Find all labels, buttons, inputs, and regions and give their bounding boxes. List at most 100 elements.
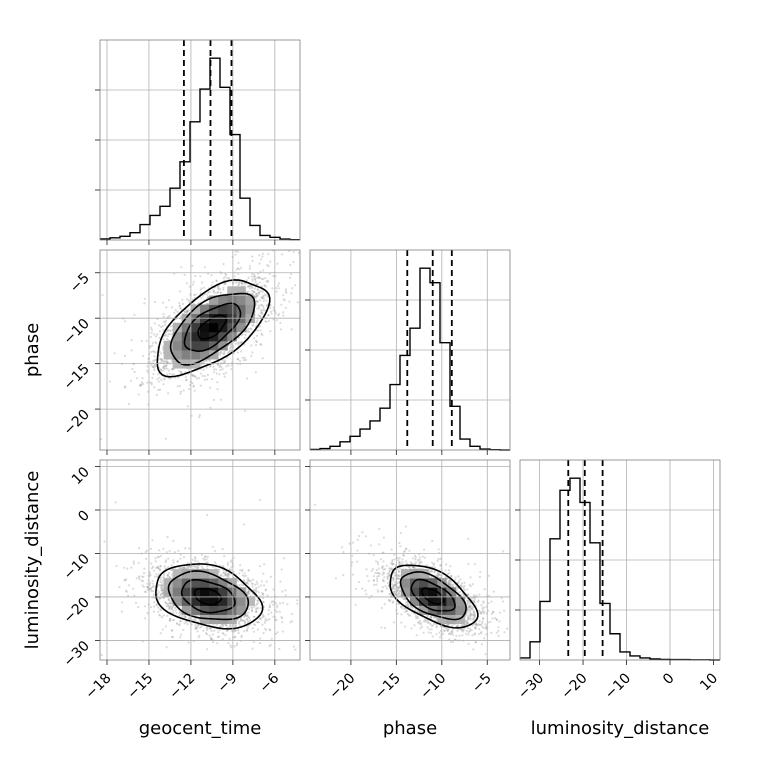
sample-point bbox=[262, 631, 265, 635]
sample-point bbox=[171, 619, 174, 622]
sample-point bbox=[167, 369, 171, 372]
sample-point bbox=[255, 620, 258, 624]
sample-point bbox=[209, 364, 212, 367]
sample-point bbox=[264, 320, 267, 323]
sample-point bbox=[240, 350, 243, 353]
sample-point bbox=[124, 320, 127, 323]
sample-point bbox=[246, 577, 250, 580]
sample-point bbox=[258, 276, 261, 279]
sample-point bbox=[158, 567, 161, 570]
sample-point bbox=[296, 599, 299, 602]
sample-point bbox=[276, 606, 279, 609]
sample-point bbox=[237, 283, 240, 286]
sample-point bbox=[179, 557, 182, 560]
sample-point bbox=[179, 307, 182, 310]
sample-point bbox=[212, 289, 215, 292]
sample-point bbox=[221, 623, 224, 626]
sample-point bbox=[188, 617, 191, 620]
sample-point bbox=[227, 641, 230, 645]
sample-point bbox=[195, 627, 198, 630]
density-cell bbox=[218, 331, 228, 342]
sample-point bbox=[188, 565, 191, 568]
sample-point bbox=[179, 315, 183, 318]
sample-point bbox=[280, 303, 283, 306]
sample-point bbox=[224, 573, 227, 576]
sample-point bbox=[250, 285, 254, 288]
sample-point bbox=[222, 361, 225, 364]
sample-point bbox=[251, 585, 254, 588]
sample-point bbox=[243, 621, 246, 624]
sample-point bbox=[261, 297, 264, 300]
sample-point bbox=[169, 329, 172, 332]
sample-point bbox=[146, 586, 150, 589]
sample-point bbox=[243, 630, 246, 633]
sample-point bbox=[151, 344, 154, 347]
sample-point bbox=[139, 384, 142, 387]
sample-point bbox=[123, 354, 126, 357]
sample-point bbox=[100, 653, 103, 657]
sample-point bbox=[282, 298, 285, 301]
sample-point bbox=[271, 287, 274, 290]
sample-point bbox=[236, 351, 239, 354]
sample-point bbox=[202, 368, 205, 372]
sample-point bbox=[194, 619, 197, 622]
sample-point bbox=[141, 382, 145, 385]
sample-point bbox=[251, 578, 255, 581]
sample-point bbox=[167, 572, 171, 575]
density-cell bbox=[236, 295, 246, 305]
sample-point bbox=[313, 620, 315, 622]
sample-point bbox=[152, 589, 155, 593]
sample-point bbox=[224, 283, 227, 286]
sample-point bbox=[160, 583, 163, 587]
sample-point bbox=[186, 308, 190, 311]
sample-point bbox=[158, 336, 161, 339]
sample-point bbox=[259, 637, 262, 640]
sample-point bbox=[191, 264, 194, 267]
sample-point bbox=[181, 302, 184, 305]
sample-point bbox=[217, 286, 220, 290]
sample-point bbox=[241, 356, 244, 359]
sample-point bbox=[229, 626, 232, 629]
sample-point bbox=[223, 352, 226, 355]
sample-point bbox=[123, 386, 127, 389]
sample-point bbox=[255, 602, 259, 606]
sample-point bbox=[206, 627, 209, 630]
sample-point bbox=[243, 580, 246, 583]
sample-point bbox=[258, 299, 261, 302]
density-cell bbox=[190, 322, 201, 333]
sample-point bbox=[215, 372, 218, 375]
sample-point bbox=[256, 283, 259, 286]
sample-point bbox=[224, 275, 227, 278]
sample-point bbox=[261, 255, 264, 258]
sample-point bbox=[156, 222, 158, 224]
sample-point bbox=[150, 383, 153, 386]
sample-point bbox=[152, 372, 155, 376]
sample-point bbox=[142, 354, 145, 357]
sample-point bbox=[256, 300, 259, 303]
sample-point bbox=[177, 549, 180, 553]
sample-point bbox=[283, 557, 286, 560]
sample-point bbox=[247, 327, 250, 330]
sample-point bbox=[207, 296, 210, 299]
sample-point bbox=[155, 393, 158, 397]
sample-point bbox=[195, 377, 198, 380]
sample-point bbox=[237, 284, 240, 287]
sample-point bbox=[181, 567, 184, 570]
sample-point bbox=[143, 567, 146, 570]
sample-point bbox=[206, 561, 209, 564]
sample-point bbox=[250, 606, 253, 609]
sample-point bbox=[269, 306, 272, 310]
sample-point bbox=[162, 301, 165, 304]
sample-point bbox=[207, 291, 210, 294]
sample-point bbox=[159, 357, 162, 360]
sample-point bbox=[185, 378, 188, 381]
sample-point bbox=[169, 617, 172, 621]
sample-point bbox=[278, 602, 282, 605]
sample-point bbox=[267, 314, 270, 317]
sample-point bbox=[260, 310, 263, 313]
sample-point bbox=[250, 344, 253, 347]
sample-point bbox=[284, 290, 287, 293]
sample-point bbox=[157, 606, 160, 609]
sample-point bbox=[247, 611, 250, 614]
sample-point bbox=[146, 582, 149, 585]
